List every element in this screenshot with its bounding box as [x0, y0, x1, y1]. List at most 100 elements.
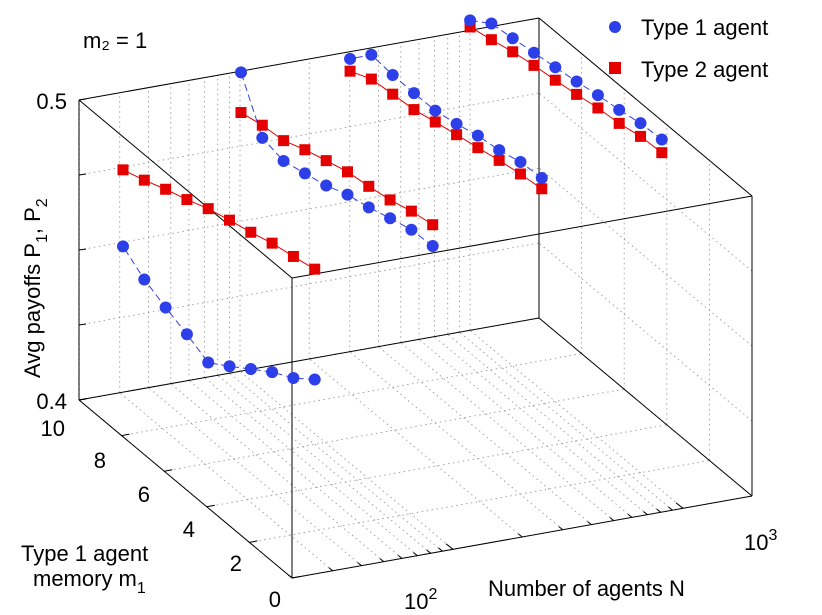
box-edge	[78, 17, 540, 101]
type2-data-point	[405, 205, 417, 217]
x-tick-mark	[587, 521, 592, 526]
legend-marker-type1	[609, 21, 621, 33]
floor-grid-line	[119, 392, 334, 572]
floor-grid-line	[400, 342, 615, 521]
x-tick-mark	[357, 562, 362, 567]
floor-grid-line	[217, 374, 431, 554]
x-tick-label: 102	[404, 586, 437, 614]
y-axis-label-line1: Type 1 agent	[21, 541, 148, 566]
type1-data-point	[384, 212, 397, 225]
type2-data-point	[256, 119, 268, 131]
type1-data-point	[570, 75, 583, 88]
floor-grid-line	[121, 353, 582, 437]
type1-series-line-0	[122, 246, 315, 381]
floor-grid-line	[447, 333, 661, 513]
y-tick-label: 6	[138, 482, 150, 507]
y-tick-mark	[291, 576, 301, 579]
x-tick-mark	[445, 543, 454, 550]
type2-data-point	[309, 263, 321, 275]
type2-data-point	[528, 59, 540, 71]
type2-data-point	[384, 194, 396, 206]
type1-series-line-3	[470, 19, 663, 140]
type1-data-point	[138, 273, 151, 286]
x-axis-label: Number of agents N	[488, 576, 685, 601]
x-tick-mark	[518, 533, 523, 538]
x-tick-mark	[627, 513, 633, 518]
z-tick-mark	[78, 323, 87, 326]
type1-data-point	[159, 301, 172, 314]
floor-grid-line	[459, 331, 673, 511]
legend-label-type2: Type 2 agent	[641, 57, 768, 82]
x-tick-label: 103	[744, 527, 777, 555]
type2-data-point	[181, 194, 193, 206]
type2-data-point	[365, 73, 377, 85]
x-tick-mark	[328, 567, 334, 572]
type2-data-point	[656, 147, 668, 159]
y-tick-mark	[121, 433, 130, 437]
type2-data-point	[341, 166, 353, 178]
type1-data-point	[365, 48, 378, 61]
type1-data-point	[202, 356, 215, 369]
x-tick-mark	[643, 511, 648, 516]
box-edge	[78, 399, 293, 579]
box-edge	[538, 317, 753, 497]
type2-data-point	[363, 180, 375, 192]
box-edge	[538, 17, 753, 197]
type2-data-point	[429, 116, 441, 128]
floor-grid-line	[239, 370, 454, 550]
type2-data-point	[117, 164, 129, 176]
type2-data-point	[472, 142, 484, 154]
type2-data-point	[613, 117, 625, 129]
type2-series-line-2	[349, 70, 543, 190]
type2-data-point	[493, 154, 505, 166]
type1-series-line-2	[349, 54, 543, 179]
type2-data-point	[387, 88, 399, 100]
type1-data-point	[613, 103, 626, 116]
floor-grid-line	[349, 351, 564, 531]
floor-grid-line	[469, 329, 684, 509]
x-tick-mark	[558, 526, 564, 531]
type2-series-line-0	[122, 169, 315, 270]
y-tick-mark	[164, 469, 173, 472]
type1-data-point	[493, 144, 506, 157]
x-tick-mark	[656, 508, 662, 513]
type2-data-point	[507, 46, 519, 58]
type2-data-point	[592, 102, 604, 114]
type1-data-point	[277, 155, 290, 168]
type1-data-point	[320, 179, 333, 192]
type2-data-point	[485, 34, 497, 46]
x-tick-mark	[397, 554, 403, 559]
grid-lines	[78, 17, 753, 579]
type1-data-point	[266, 366, 279, 379]
floor-grid-line	[434, 336, 648, 515]
type2-data-point	[235, 107, 247, 119]
x-tick-mark	[379, 558, 385, 563]
type1-data-point	[223, 360, 236, 373]
x-tick-mark	[288, 574, 293, 579]
x-tick-mark	[438, 547, 443, 552]
type1-data-point	[485, 17, 498, 30]
right-wall-grid-line	[538, 167, 753, 347]
type1-data-point	[535, 171, 548, 184]
type1-data-point	[117, 240, 130, 253]
type1-data-point	[527, 46, 540, 59]
axes-box	[78, 17, 753, 579]
box-edge	[291, 195, 753, 279]
type2-data-point	[138, 174, 150, 186]
y-tick-mark	[249, 540, 258, 543]
z-tick-label: 0.4	[36, 389, 67, 414]
right-wall-grid-line	[538, 92, 753, 272]
type2-series-line-1	[240, 112, 433, 226]
type1-data-point	[471, 129, 484, 142]
y-tick-mark	[206, 504, 215, 508]
type2-data-point	[571, 88, 583, 100]
type2-data-point	[464, 21, 476, 33]
type2-data-point	[536, 183, 548, 195]
type1-data-point	[655, 133, 668, 146]
y-tick-label: 10	[41, 416, 65, 441]
type1-data-point	[344, 52, 357, 65]
z-tick-mark	[78, 398, 87, 401]
type1-data-point	[180, 328, 193, 341]
type1-data-point	[549, 61, 562, 74]
